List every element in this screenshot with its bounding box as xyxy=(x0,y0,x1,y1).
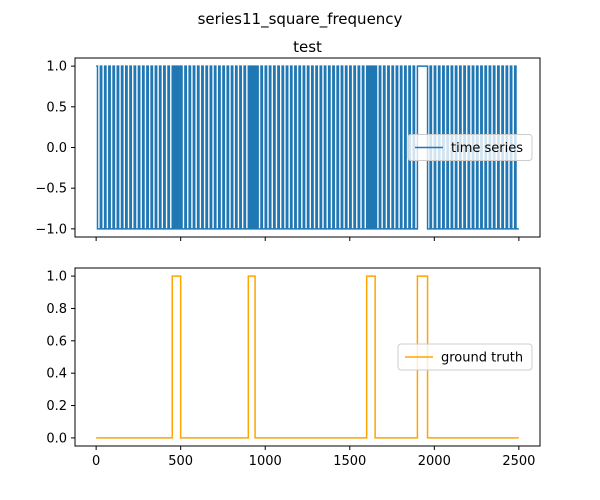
y-tick-label: 0.2 xyxy=(46,399,67,414)
y-tick-label: 1.0 xyxy=(46,270,67,285)
y-tick-label: −1.0 xyxy=(35,222,67,237)
y-tick-label: 0.8 xyxy=(46,302,67,317)
x-tick-label: 2500 xyxy=(502,454,535,469)
legend-box xyxy=(407,134,533,161)
plot-area xyxy=(96,275,519,439)
legend-label: time series xyxy=(451,141,523,156)
x-tick-label: 2000 xyxy=(418,454,451,469)
y-tick-label: 0.5 xyxy=(46,100,67,115)
series-line-ground-truth xyxy=(96,275,519,439)
y-tick-label: 0.0 xyxy=(46,431,67,446)
y-tick-label: −0.5 xyxy=(35,182,67,197)
plot-area xyxy=(96,65,519,230)
panel-title: test xyxy=(293,38,322,56)
x-tick-label: 1500 xyxy=(333,454,366,469)
y-tick-label: 0.0 xyxy=(46,141,67,156)
legend-box xyxy=(397,343,533,371)
time-series-panel: test −1.0 −0.5 0.0 0.5 1.0 time series xyxy=(35,38,541,241)
figure-suptitle: series11_square_frequency xyxy=(198,10,403,29)
y-tick-label: 0.6 xyxy=(46,334,67,349)
axes-frame xyxy=(74,267,541,447)
legend-label: ground truth xyxy=(441,351,523,366)
x-tick-label: 500 xyxy=(168,454,193,469)
ground-truth-panel: 0 500 1000 1500 2000 2500 0.0 0.2 0.4 0.6 0.8 1.0 gr… xyxy=(46,267,541,469)
legend: time series xyxy=(407,134,533,161)
y-tick-label: 0.4 xyxy=(46,367,67,382)
x-tick-label: 0 xyxy=(92,454,100,469)
x-tick-label: 1000 xyxy=(249,454,282,469)
series-line-time-series xyxy=(96,65,519,230)
y-tick-label: 1.0 xyxy=(46,60,67,75)
legend: ground truth xyxy=(397,343,533,371)
